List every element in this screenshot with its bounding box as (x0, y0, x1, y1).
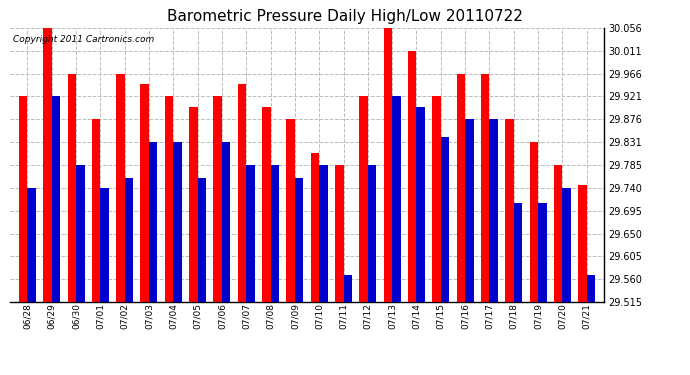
Bar (335, 165, 344, 302)
Bar (465, 119, 473, 302)
Bar (578, 186, 586, 302)
Bar (481, 74, 489, 302)
Bar (417, 107, 425, 302)
Bar (76, 165, 84, 302)
Bar (286, 119, 295, 302)
Bar (238, 84, 246, 302)
Text: Copyright 2011 Cartronics.com: Copyright 2011 Cartronics.com (13, 35, 155, 44)
Bar (173, 142, 181, 302)
Bar (562, 188, 571, 302)
Bar (125, 178, 133, 302)
Bar (116, 74, 125, 302)
Bar (213, 96, 222, 302)
Bar (270, 165, 279, 302)
Bar (319, 165, 328, 302)
Bar (489, 119, 498, 302)
Bar (457, 74, 465, 302)
Bar (222, 142, 230, 302)
Bar (433, 96, 441, 302)
Bar (310, 153, 319, 302)
Text: Barometric Pressure Daily High/Low 20110722: Barometric Pressure Daily High/Low 20110… (167, 9, 523, 24)
Bar (141, 84, 149, 302)
Bar (514, 203, 522, 302)
Bar (505, 119, 514, 302)
Bar (538, 203, 546, 302)
Bar (586, 275, 595, 302)
Bar (197, 178, 206, 302)
Bar (189, 107, 197, 302)
Bar (68, 74, 76, 302)
Bar (554, 165, 562, 302)
Bar (359, 96, 368, 302)
Bar (262, 107, 270, 302)
Bar (408, 51, 417, 302)
Bar (384, 28, 392, 302)
Bar (165, 96, 173, 302)
Bar (100, 188, 109, 302)
Bar (530, 142, 538, 302)
Bar (295, 178, 304, 302)
Bar (92, 119, 100, 302)
Bar (441, 137, 449, 302)
Bar (392, 96, 401, 302)
Bar (28, 188, 36, 302)
Bar (19, 96, 28, 302)
Bar (344, 275, 352, 302)
Bar (368, 165, 376, 302)
Bar (52, 96, 60, 302)
Bar (43, 28, 52, 302)
Bar (246, 165, 255, 302)
Bar (149, 142, 157, 302)
